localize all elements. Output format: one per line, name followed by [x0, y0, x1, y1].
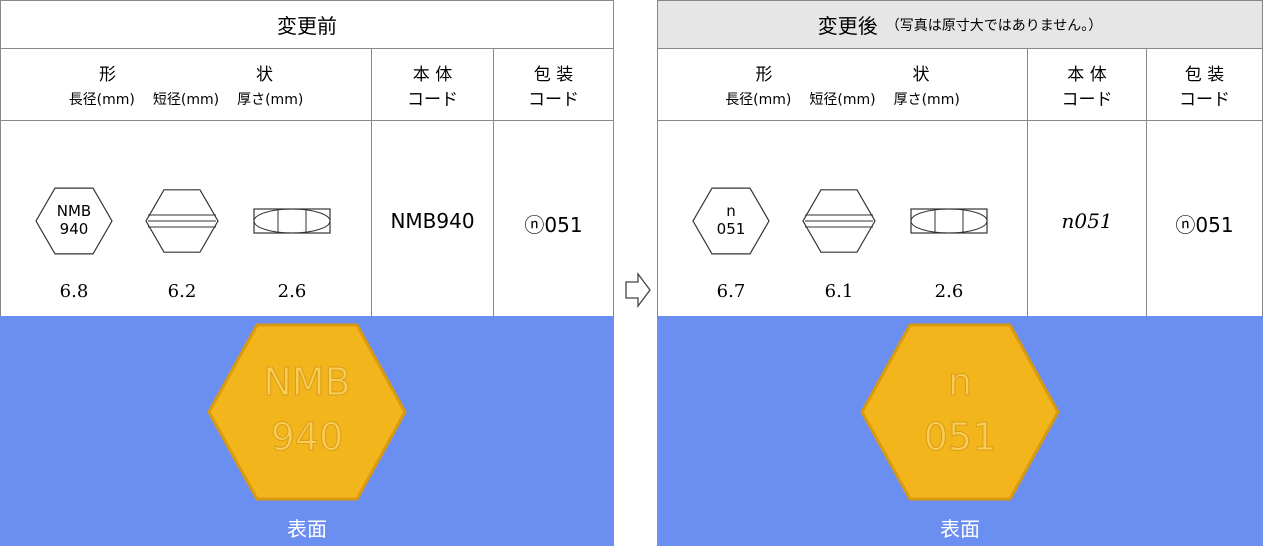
body-code: NMB940 [390, 209, 475, 233]
dimension-header: 厚さ(mm) [237, 92, 304, 108]
dimension-header-row: 長径(mm) 短径(mm) 厚さ(mm) [725, 89, 960, 109]
package-code: ⓝ051 [1175, 213, 1234, 237]
body-code-header: 本 体コード [371, 48, 494, 121]
pill-imprint: NMB [263, 360, 350, 404]
body-code-cell: n051 [1027, 120, 1147, 317]
title: 変更前 [277, 14, 337, 38]
imprint-text: 051 [716, 220, 745, 238]
dimension-header: 厚さ(mm) [893, 92, 960, 108]
edge-bevel [253, 208, 330, 234]
photo-cell: n 051 表面 [657, 316, 1263, 546]
body-code-header-text: コード [407, 89, 458, 110]
pill-photo: n 051 [860, 323, 1060, 501]
photo-caption: 表面 [940, 517, 980, 541]
dimension-header: 短径(mm) [152, 92, 220, 108]
shape-header-row: 形状 [756, 60, 930, 85]
package-code-cell: ⓝ051 [1146, 120, 1263, 317]
shape-header-text: 状 [256, 65, 273, 85]
dimension-header: 短径(mm) [809, 92, 876, 108]
package-code-header-text: コード [528, 89, 579, 110]
package-code: ⓝ051 [524, 213, 583, 237]
shape-header-text: 形 [755, 65, 773, 85]
imprint-text: NMB [56, 202, 90, 220]
edge-bevel [910, 208, 987, 234]
shape-drawings: NMB940 6.8 6.2 2.6 [34, 187, 331, 302]
dimension-header: 長径(mm) [68, 92, 135, 108]
shape-drawing-cell: NMB 940 6.8 6.2 2.6 [0, 120, 372, 317]
shape-header: 形状長径(mm) 短径(mm) 厚さ(mm) [657, 48, 1028, 121]
title: 変更後 [817, 14, 878, 38]
dimension-value: 6.7 [716, 281, 745, 302]
panel: 変更後 （写真は原寸大ではありません。）形状長径(mm) 短径(mm) 厚さ(mm) 本… [657, 0, 1263, 546]
dimension-value: 2.6 [277, 281, 306, 302]
top-view [34, 187, 113, 255]
side-view [801, 189, 876, 253]
dimension-value: 6.1 [824, 281, 853, 302]
pill-body [207, 323, 407, 501]
panel: 変更前形状長径(mm) 短径(mm) 厚さ(mm) 本 体コード包 装コード NMB 94… [0, 0, 614, 546]
package-code-header: 包 装コード [493, 48, 614, 121]
pill-imprint: 051 [924, 415, 997, 459]
package-code-header-text: コード [1179, 89, 1230, 110]
body-code-header-text: 本 体 [412, 64, 453, 85]
package-code-header-text: 包 装 [1184, 64, 1225, 85]
body-code-header-text: コード [1061, 89, 1113, 110]
shape-header-text: 状 [912, 65, 930, 85]
dimension-value: 2.6 [934, 281, 963, 302]
side-view [144, 189, 219, 253]
shape-header-text: 形 [99, 65, 116, 85]
title-cell: 変更前 [0, 0, 614, 49]
pill-photo: NMB 940 [207, 323, 407, 501]
photo-cell: NMB 940 表面 [0, 316, 614, 546]
pill-body [860, 323, 1060, 501]
imprint-text: n [726, 202, 736, 220]
body-code-cell: NMB940 [371, 120, 494, 317]
dimension-value: 6.2 [167, 281, 196, 302]
shape-header: 形状長径(mm) 短径(mm) 厚さ(mm) [0, 48, 372, 121]
shape-header-row: 形状 [99, 60, 273, 85]
pill-imprint: 940 [271, 415, 344, 459]
arrow-icon [625, 272, 651, 308]
imprint-text: 940 [59, 220, 88, 238]
photo-caption: 表面 [287, 517, 327, 541]
dimension-header-row: 長径(mm) 短径(mm) 厚さ(mm) [69, 89, 304, 109]
package-code-header-text: 包 装 [533, 64, 574, 85]
body-code-header: 本 体コード [1027, 48, 1147, 121]
body-code-header-text: 本 体 [1067, 64, 1107, 85]
dimension-value: 6.8 [59, 281, 88, 302]
subtitle: （写真は原寸大ではありません。） [885, 17, 1103, 34]
pill-imprint: n [948, 360, 972, 404]
shape-drawings: n051 6.7 6.1 2.6 [691, 187, 988, 302]
title-cell: 変更後 （写真は原寸大ではありません。） [657, 0, 1263, 49]
body-code: n051 [1061, 209, 1113, 233]
package-code-cell: ⓝ051 [493, 120, 614, 317]
dimension-header: 長径(mm) [725, 92, 792, 108]
shape-drawing-cell: n 051 6.7 6.1 2.6 [657, 120, 1028, 317]
top-view [691, 187, 770, 255]
package-code-header: 包 装コード [1146, 48, 1263, 121]
